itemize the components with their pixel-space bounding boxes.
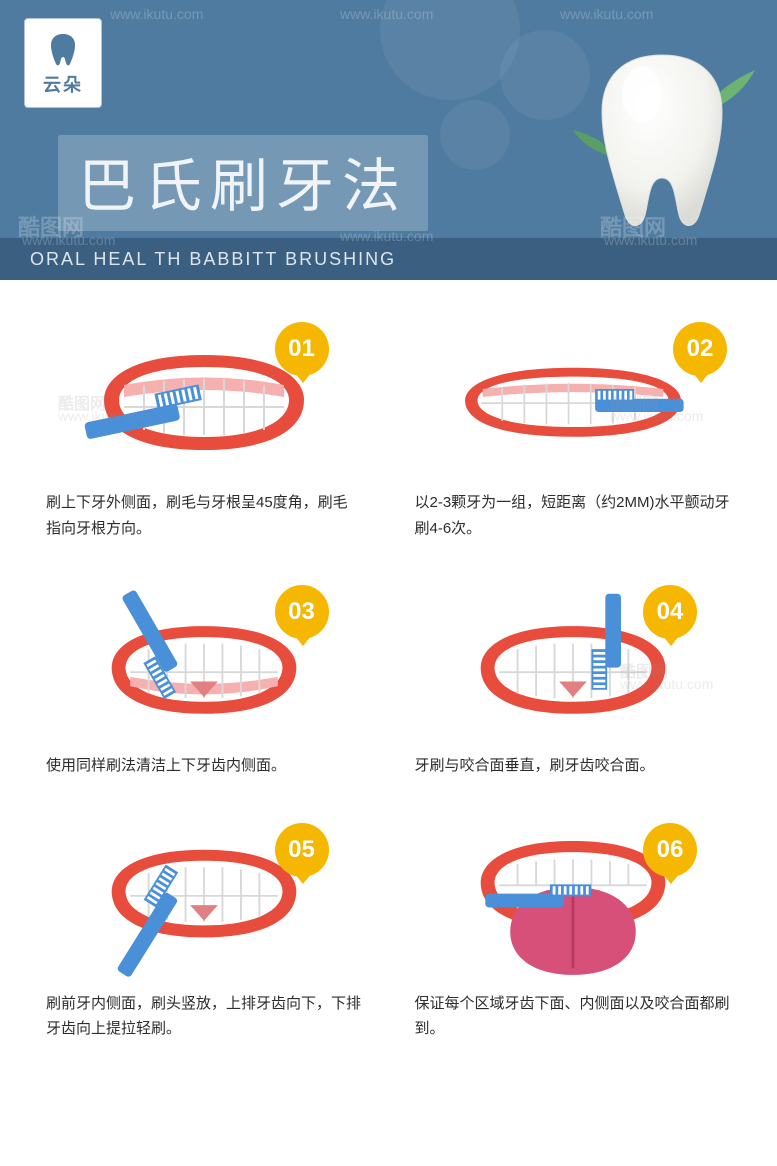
step-3-illustration: 03	[40, 593, 369, 733]
step-2-illustration: 02	[409, 330, 738, 470]
tooth-hero-illustration	[567, 40, 757, 250]
title-box: 巴氏刷牙法	[58, 135, 428, 231]
content-area: 01 刷上下牙外侧面，刷毛与牙根呈45度角，刷毛指向牙根方向。	[0, 280, 777, 1042]
tooth-logo-icon	[43, 29, 83, 69]
step-badge: 03	[275, 585, 329, 639]
step-2: 02 以2-3颗牙为一组，短距离（约2MM)水平颤动牙刷4-6次。	[409, 330, 738, 541]
page-title: 巴氏刷牙法	[78, 139, 408, 223]
step-5-illustration: 05	[40, 831, 369, 971]
step-caption: 刷上下牙外侧面，刷毛与牙根呈45度角，刷毛指向牙根方向。	[40, 490, 369, 541]
step-badge: 01	[275, 322, 329, 376]
trademark-symbol: ®	[103, 17, 115, 35]
step-badge: 06	[643, 823, 697, 877]
brand-logo-box: ® 云朵	[24, 18, 102, 108]
step-caption: 使用同样刷法清洁上下牙齿内侧面。	[40, 753, 369, 779]
step-badge: 05	[275, 823, 329, 877]
step-5: 05 刷前牙内侧面，刷头竖放，上排牙齿向下，下排牙齿向上提拉轻刷。	[40, 831, 369, 1042]
step-6: 06 保证每个区域牙齿下面、内侧面以及咬合面都刷到。	[409, 831, 738, 1042]
step-4: 04 牙刷与咬合面垂直，刷牙齿咬合面。	[409, 593, 738, 779]
step-badge: 02	[673, 322, 727, 376]
brand-name: 云朵	[43, 71, 83, 97]
step-badge: 04	[643, 585, 697, 639]
step-6-illustration: 06	[409, 831, 738, 971]
step-4-illustration: 04	[409, 593, 738, 733]
step-1-illustration: 01	[40, 330, 369, 470]
step-caption: 保证每个区域牙齿下面、内侧面以及咬合面都刷到。	[409, 991, 738, 1042]
step-1: 01 刷上下牙外侧面，刷毛与牙根呈45度角，刷毛指向牙根方向。	[40, 330, 369, 541]
step-3: 03 使用同样刷法清洁上下牙齿内侧面。	[40, 593, 369, 779]
header: ® 云朵 巴氏刷牙法 ORAL HEAL TH BABBITT BRUSHING	[0, 0, 777, 280]
steps-grid: 01 刷上下牙外侧面，刷毛与牙根呈45度角，刷毛指向牙根方向。	[40, 330, 737, 1042]
step-caption: 牙刷与咬合面垂直，刷牙齿咬合面。	[409, 753, 738, 779]
page-subtitle: ORAL HEAL TH BABBITT BRUSHING	[30, 249, 396, 270]
step-caption: 刷前牙内侧面，刷头竖放，上排牙齿向下，下排牙齿向上提拉轻刷。	[40, 991, 369, 1042]
step-caption: 以2-3颗牙为一组，短距离（约2MM)水平颤动牙刷4-6次。	[409, 490, 738, 541]
